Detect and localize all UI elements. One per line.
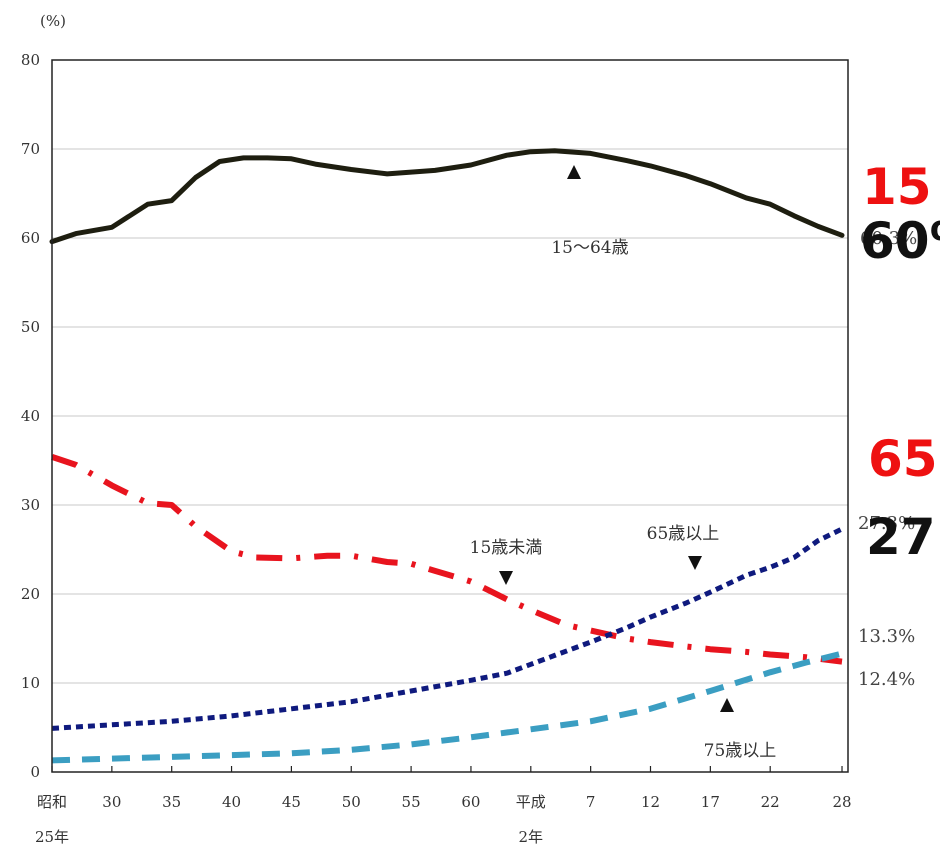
- overlay-lower-black: 27: [866, 508, 936, 566]
- y-tick-label-80: 80: [21, 51, 40, 69]
- x-tick-label-5: 50: [342, 793, 361, 811]
- series-line-0: [49, 148, 845, 245]
- x-tick-label-2: 35: [162, 793, 181, 811]
- overlay-lower-red: 65: [868, 430, 938, 488]
- x-tick-label-10: 12: [641, 793, 660, 811]
- annotation-label-1: 15歳未満: [470, 538, 543, 558]
- y-unit-label: (%): [40, 12, 66, 30]
- series-line-2: [51, 526, 844, 731]
- y-axis-ticks: 0 10 20 30 40 50 60 70 80: [21, 51, 40, 781]
- y-tick-label-30: 30: [21, 496, 40, 514]
- y-tick-label-70: 70: [21, 140, 40, 158]
- x-tick-label-3: 40: [222, 793, 241, 811]
- x-tick-label-7: 60: [461, 793, 480, 811]
- x-tick-label-13: 28: [832, 793, 851, 811]
- overlay-upper-black: 60%: [860, 212, 940, 270]
- x-tick-label-8-line2: 2年: [519, 828, 544, 846]
- end-label-0: 60.3%: [860, 228, 917, 249]
- x-tick-label-0-line2: 25年: [35, 828, 69, 846]
- x-tick-label-4: 45: [282, 793, 301, 811]
- annotation-label-3: 75歳以上: [704, 741, 777, 761]
- end-value-labels: 60.3% 12.4% 27.3% 13.3%: [858, 228, 917, 690]
- end-label-1: 12.4%: [858, 669, 915, 690]
- annotation-arrow-3: [720, 698, 734, 712]
- x-tick-label-11: 17: [701, 793, 720, 811]
- annotation-arrow-2: [688, 556, 702, 570]
- y-tick-label-40: 40: [21, 407, 40, 425]
- x-tick-label-0: 昭和: [37, 793, 67, 811]
- plot-frame: [51, 59, 849, 773]
- x-tick-label-1: 30: [102, 793, 121, 811]
- annotation-label-0: 15～64歳: [551, 238, 628, 258]
- y-tick-label-50: 50: [21, 318, 40, 336]
- x-tick-label-9: 7: [586, 793, 596, 811]
- y-tick-label-10: 10: [21, 674, 40, 692]
- end-label-3: 13.3%: [858, 626, 915, 647]
- x-tick-label-12: 22: [761, 793, 780, 811]
- annotation-label-2: 65歳以上: [647, 524, 720, 544]
- series-line-1: [51, 454, 843, 665]
- annotation-arrow-0: [567, 165, 581, 179]
- y-tick-label-20: 20: [21, 585, 40, 603]
- series-line-3: [51, 650, 843, 764]
- annotation-arrow-1: [499, 571, 513, 585]
- end-label-2: 27.3%: [858, 513, 915, 534]
- series-lines: [49, 148, 845, 764]
- annotations: 15～64歳 15歳未満 65歳以上 75歳以上: [470, 165, 777, 761]
- x-tick-label-8: 平成: [516, 793, 546, 811]
- y-tick-label-0: 0: [30, 763, 40, 781]
- y-tick-label-60: 60: [21, 229, 40, 247]
- overlay-upper-red: 15: [862, 158, 932, 216]
- x-tick-label-6: 55: [402, 793, 421, 811]
